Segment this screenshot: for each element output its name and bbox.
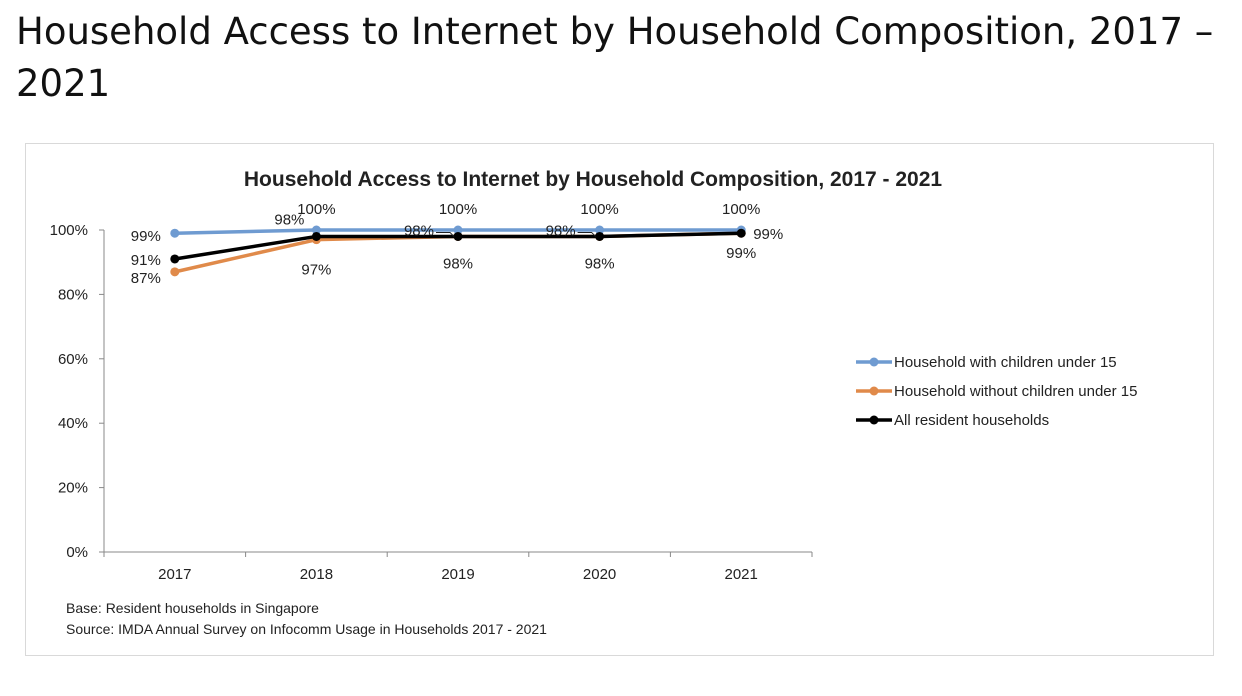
data-label: 99% [753, 226, 783, 243]
data-labels: 99% 100% 100% 100% 100% 87% 97% 98% 98% 99% 91% 98%… [131, 201, 783, 287]
legend: Household with children under 15 Househol… [856, 354, 1138, 429]
x-tick-label: 2017 [158, 566, 191, 583]
y-tick-label: 40% [58, 415, 88, 432]
data-point [311, 231, 321, 241]
data-label: 100% [580, 201, 618, 218]
data-label: 98% [443, 255, 473, 272]
data-point [736, 228, 746, 238]
legend-label: All resident households [894, 412, 1049, 429]
data-label: 100% [722, 201, 760, 218]
legend-marker [869, 357, 879, 367]
leader-line [436, 231, 455, 237]
y-tick-label: 0% [66, 544, 88, 561]
data-point [453, 231, 463, 241]
series-lines [170, 225, 746, 277]
leader-line [577, 231, 596, 237]
data-label: 98% [585, 255, 615, 272]
data-point [453, 225, 463, 235]
legend-marker [869, 415, 879, 425]
y-tick-label: 100% [50, 222, 88, 239]
data-label: 100% [439, 201, 477, 218]
data-point [595, 225, 605, 235]
axes: 0% 20% 40% 60% 80% 100% 2017 2018 2019 2020 2021 [50, 222, 813, 583]
legend-label: Household with children under 15 [894, 354, 1117, 371]
data-point [170, 267, 180, 277]
data-label: 98% [546, 222, 576, 239]
data-label: 97% [301, 262, 331, 279]
chart-note-source: Source: IMDA Annual Survey on Infocomm U… [66, 621, 547, 637]
data-label: 100% [297, 201, 335, 218]
chart-note-base: Base: Resident households in Singapore [66, 600, 319, 616]
chart-title: Household Access to Internet by Househol… [244, 168, 943, 191]
x-tick-label: 2020 [583, 566, 616, 583]
x-tick-label: 2018 [300, 566, 333, 583]
page-heading: Household Access to Internet by Househol… [16, 10, 1214, 105]
data-label: 99% [726, 245, 756, 262]
legend-label: Household without children under 15 [894, 383, 1138, 400]
y-tick-label: 60% [58, 351, 88, 368]
y-tick-label: 80% [58, 286, 88, 303]
data-point [170, 254, 180, 264]
data-label: 98% [404, 222, 434, 239]
y-tick-label: 20% [58, 480, 88, 497]
legend-marker [869, 386, 879, 396]
data-label: 98% [274, 211, 304, 228]
data-point [170, 228, 180, 238]
data-point [595, 231, 605, 241]
data-label: 99% [131, 228, 161, 245]
x-tick-label: 2021 [725, 566, 758, 583]
data-point [311, 225, 321, 235]
x-tick-label: 2019 [441, 566, 474, 583]
data-label: 87% [131, 270, 161, 287]
data-label: 91% [131, 252, 161, 269]
